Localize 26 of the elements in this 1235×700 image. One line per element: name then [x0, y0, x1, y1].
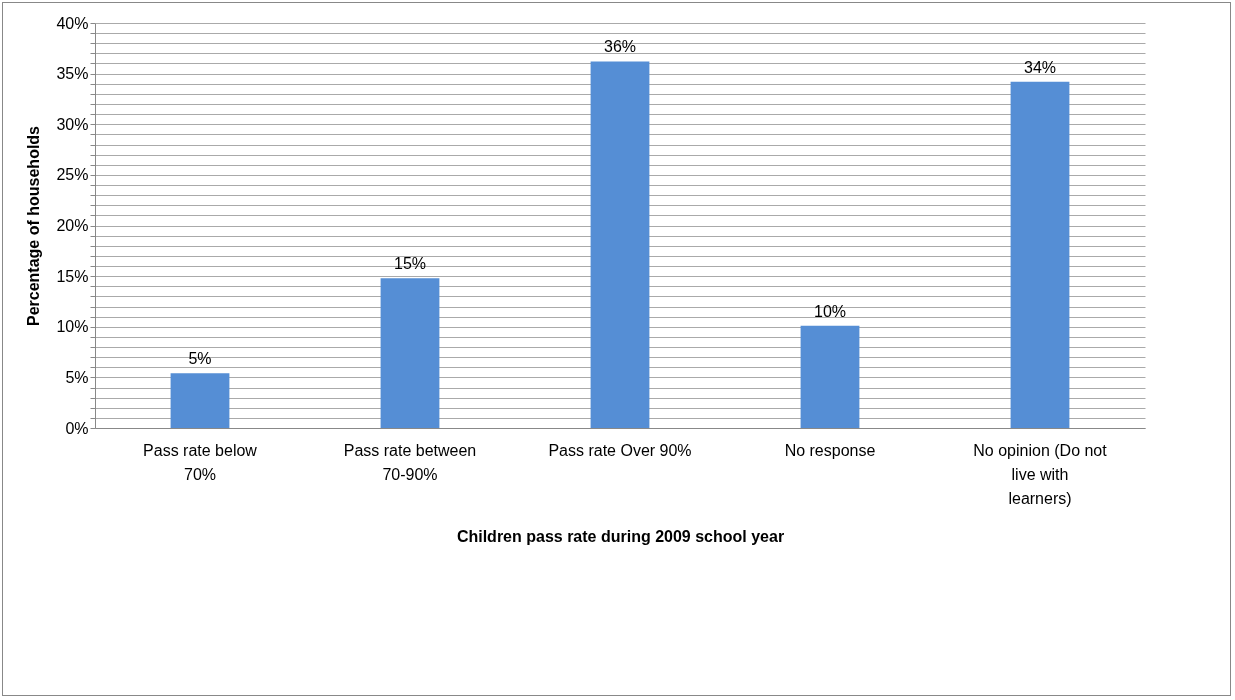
y-tick-label: 35% [56, 65, 89, 83]
y-tick-label: 5% [65, 368, 89, 386]
y-tick-label: 30% [56, 115, 89, 133]
y-tick-label: 40% [56, 14, 89, 32]
bar [170, 373, 230, 428]
x-axis-title: Children pass rate during 2009 school year [456, 527, 785, 545]
y-tick-label: 20% [56, 217, 89, 234]
y-tick-label: 10% [56, 318, 89, 336]
bar [590, 61, 650, 428]
data-label: 36% [603, 38, 637, 56]
x-tick-label: Pass rate between 70-90% [343, 441, 477, 483]
data-label: 15% [393, 255, 427, 273]
y-tick-label: 0% [65, 419, 89, 437]
data-label: 34% [1023, 58, 1057, 76]
x-tick-label: No response [784, 441, 876, 459]
data-label: 5% [188, 350, 212, 368]
y-axis-title: Percentage of households [25, 125, 43, 327]
bar [800, 325, 860, 428]
x-tick-label: Pass rate below 70% [143, 441, 258, 483]
bar [380, 278, 440, 428]
x-tick-label: Pass rate Over 90% [548, 441, 692, 459]
data-label: 10% [813, 302, 847, 320]
x-tick-label: No opinion (Do not live with learners) [973, 441, 1108, 507]
y-tick-label: 25% [56, 166, 89, 184]
y-tick-label: 15% [56, 267, 89, 285]
bar [1010, 81, 1070, 428]
